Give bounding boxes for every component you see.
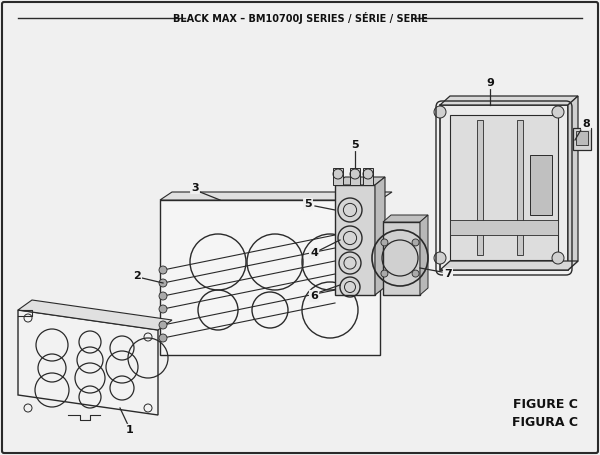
- Circle shape: [159, 292, 167, 300]
- Circle shape: [159, 305, 167, 313]
- Circle shape: [159, 334, 167, 342]
- Circle shape: [552, 252, 564, 264]
- Circle shape: [434, 252, 446, 264]
- Polygon shape: [440, 96, 578, 105]
- Circle shape: [381, 270, 388, 277]
- Circle shape: [159, 266, 167, 274]
- Text: 5: 5: [351, 140, 359, 150]
- Circle shape: [159, 279, 167, 287]
- Bar: [517, 120, 523, 255]
- Polygon shape: [18, 300, 172, 330]
- Text: 5: 5: [304, 199, 312, 209]
- Polygon shape: [568, 96, 578, 270]
- Text: 9: 9: [486, 78, 494, 88]
- Text: 4: 4: [310, 248, 318, 258]
- Text: 3: 3: [191, 183, 199, 193]
- Polygon shape: [383, 222, 420, 295]
- Polygon shape: [420, 215, 428, 295]
- Text: 6: 6: [310, 291, 318, 301]
- Circle shape: [412, 270, 419, 277]
- Bar: [573, 128, 591, 150]
- Text: BLACK MAX – BM10700J SERIES / SÉRIE / SERIE: BLACK MAX – BM10700J SERIES / SÉRIE / SE…: [173, 12, 427, 24]
- Text: 8: 8: [582, 119, 590, 129]
- Circle shape: [412, 239, 419, 246]
- Polygon shape: [160, 192, 392, 200]
- Polygon shape: [450, 115, 558, 260]
- Circle shape: [381, 239, 388, 246]
- Text: FIGURE C: FIGURE C: [513, 399, 578, 411]
- Text: FIGURA C: FIGURA C: [512, 415, 578, 429]
- Polygon shape: [18, 310, 158, 415]
- Circle shape: [159, 321, 167, 329]
- Circle shape: [552, 106, 564, 118]
- Polygon shape: [450, 220, 558, 235]
- Circle shape: [434, 106, 446, 118]
- Bar: [363, 168, 373, 185]
- Polygon shape: [160, 200, 380, 355]
- Polygon shape: [440, 261, 578, 270]
- Bar: [333, 168, 343, 185]
- Text: 7: 7: [444, 269, 452, 279]
- Text: 2: 2: [133, 271, 141, 281]
- Polygon shape: [440, 105, 568, 270]
- Polygon shape: [383, 215, 428, 222]
- Bar: [477, 120, 483, 255]
- Polygon shape: [335, 185, 375, 295]
- Text: 1: 1: [126, 425, 134, 435]
- Polygon shape: [375, 177, 385, 295]
- Bar: [530, 155, 552, 215]
- Polygon shape: [335, 177, 385, 185]
- Bar: [576, 131, 588, 145]
- Bar: [350, 168, 360, 185]
